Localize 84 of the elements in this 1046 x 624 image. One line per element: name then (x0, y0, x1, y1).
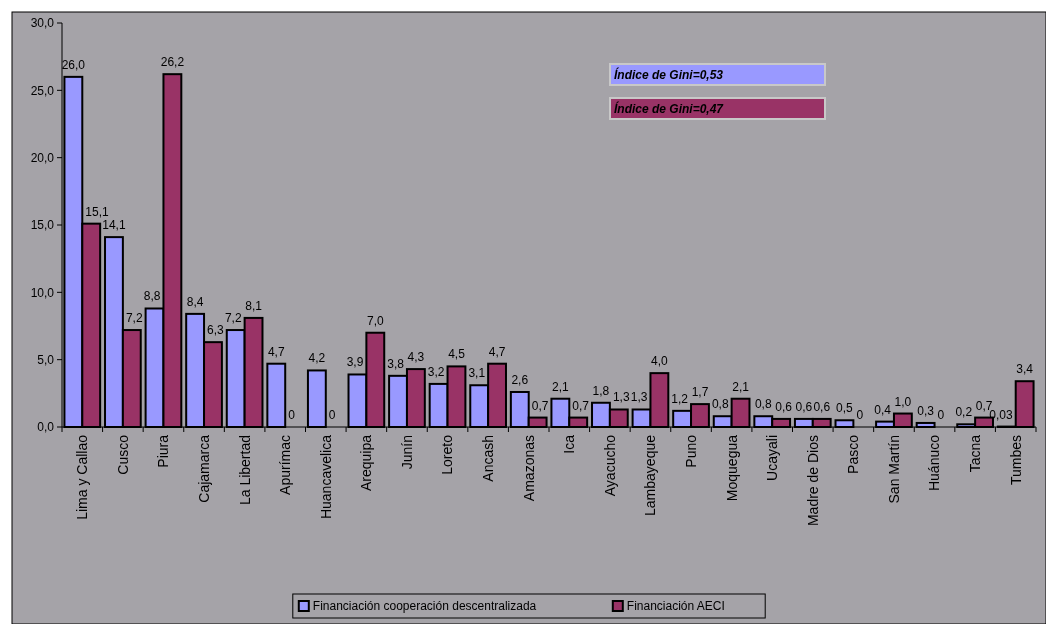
x-tick-label: Huánuco (926, 434, 943, 492)
data-label: 3,4 (1016, 362, 1034, 377)
data-label: 0,6 (775, 399, 793, 414)
x-tick-label: Ayacucho (601, 434, 618, 497)
data-label: 8,8 (143, 289, 161, 304)
gini-note: Índice de Gini=0,47 (609, 97, 826, 120)
data-label: 6,3 (207, 323, 225, 338)
x-tick-label: Ica (561, 434, 578, 454)
data-label: 8,1 (245, 298, 263, 313)
data-label: 4,5 (448, 347, 466, 362)
x-tick-label: Piura (155, 434, 172, 468)
legend-label: Financiación AECI (626, 599, 725, 614)
x-tick-label: Lambayeque (642, 434, 659, 516)
x-tick-label: Huancavelica (317, 434, 334, 520)
data-label: 7,0 (366, 313, 384, 328)
y-tick-label: 20,0 (30, 150, 55, 165)
data-label: 0,4 (874, 402, 892, 417)
data-label: 15,1 (85, 204, 109, 219)
data-label: 4,3 (407, 350, 425, 365)
x-tick-label: Pasco (845, 434, 862, 474)
data-label: 14,1 (102, 218, 126, 233)
data-label: 26,0 (61, 57, 86, 72)
data-label: 0,8 (754, 397, 772, 412)
x-tick-label: Apurímac (277, 435, 294, 495)
data-label: 1,7 (691, 385, 709, 400)
data-label: 0,6 (813, 399, 831, 414)
data-label: 0,5 (836, 401, 854, 416)
y-tick-label: 10,0 (30, 285, 55, 300)
data-label: 0,6 (795, 399, 813, 414)
data-label: 0,3 (917, 403, 935, 418)
y-tick-label: 0,0 (37, 420, 55, 435)
data-label: 0,7 (531, 398, 549, 413)
data-label: 8,4 (186, 294, 204, 309)
data-label: 1,0 (894, 394, 912, 409)
data-label: 2,1 (552, 379, 570, 394)
data-label: 0,2 (955, 405, 973, 420)
x-tick-label: Arequipa (358, 434, 375, 492)
y-tick-label: 5,0 (37, 352, 55, 367)
x-tick-label: Amazonas (520, 435, 537, 502)
data-label: 3,2 (427, 364, 445, 379)
data-label: 7,2 (224, 311, 242, 326)
data-label: 0,8 (711, 397, 729, 412)
x-tick-label: Ucayali (764, 435, 781, 481)
legend-label: Financiación cooperación descentralizada (312, 599, 537, 614)
x-tick-label: Puno (682, 434, 699, 468)
x-tick-label: Loreto (439, 434, 456, 475)
y-tick-label: 30,0 (30, 16, 55, 31)
y-tick-label: 25,0 (30, 83, 55, 98)
data-label: 3,8 (387, 356, 405, 371)
x-tick-label: Madre de Dios (804, 435, 821, 527)
data-label: 3,9 (346, 355, 364, 370)
x-tick-label: La Libertad (236, 435, 253, 506)
data-label: 4,7 (488, 344, 506, 359)
x-tick-label: Moquegua (723, 434, 740, 502)
data-label: 7,2 (125, 311, 143, 326)
y-tick-label: 15,0 (30, 218, 55, 233)
data-label: 1,3 (630, 390, 648, 405)
x-tick-label: Ancash (480, 435, 497, 482)
data-label: 26,2 (160, 55, 185, 70)
data-label: 0,7 (975, 398, 993, 413)
x-tick-label: Cajamarca (195, 434, 212, 503)
data-label: 4,7 (267, 344, 285, 359)
x-tick-label: Tumbes (1007, 435, 1024, 486)
data-label: 2,1 (732, 379, 750, 394)
data-label: 0 (856, 408, 864, 422)
x-tick-label: Lima y Callao (74, 434, 91, 520)
data-label: 1,8 (592, 383, 610, 398)
x-tick-label: San Martín (885, 435, 902, 504)
x-tick-label: Tacna (967, 434, 984, 473)
x-tick-label: Junín (398, 435, 415, 470)
data-label: 0,7 (572, 398, 590, 413)
data-label: 4,0 (651, 354, 669, 369)
x-tick-label: Cusco (114, 434, 131, 475)
gini-note: Índice de Gini=0,53 (609, 63, 826, 86)
data-label: 1,3 (612, 390, 630, 405)
data-label: 1,2 (671, 391, 689, 406)
data-label: 0 (937, 408, 945, 422)
data-label: 3,1 (468, 366, 486, 381)
annotation: Índice de Gini=0,53 (614, 67, 724, 83)
annotation: Índice de Gini=0,47 (614, 101, 725, 117)
data-label: 0 (288, 408, 296, 422)
data-label: 2,6 (511, 372, 529, 387)
data-label: 0 (328, 408, 336, 422)
data-label: 4,2 (308, 351, 326, 366)
